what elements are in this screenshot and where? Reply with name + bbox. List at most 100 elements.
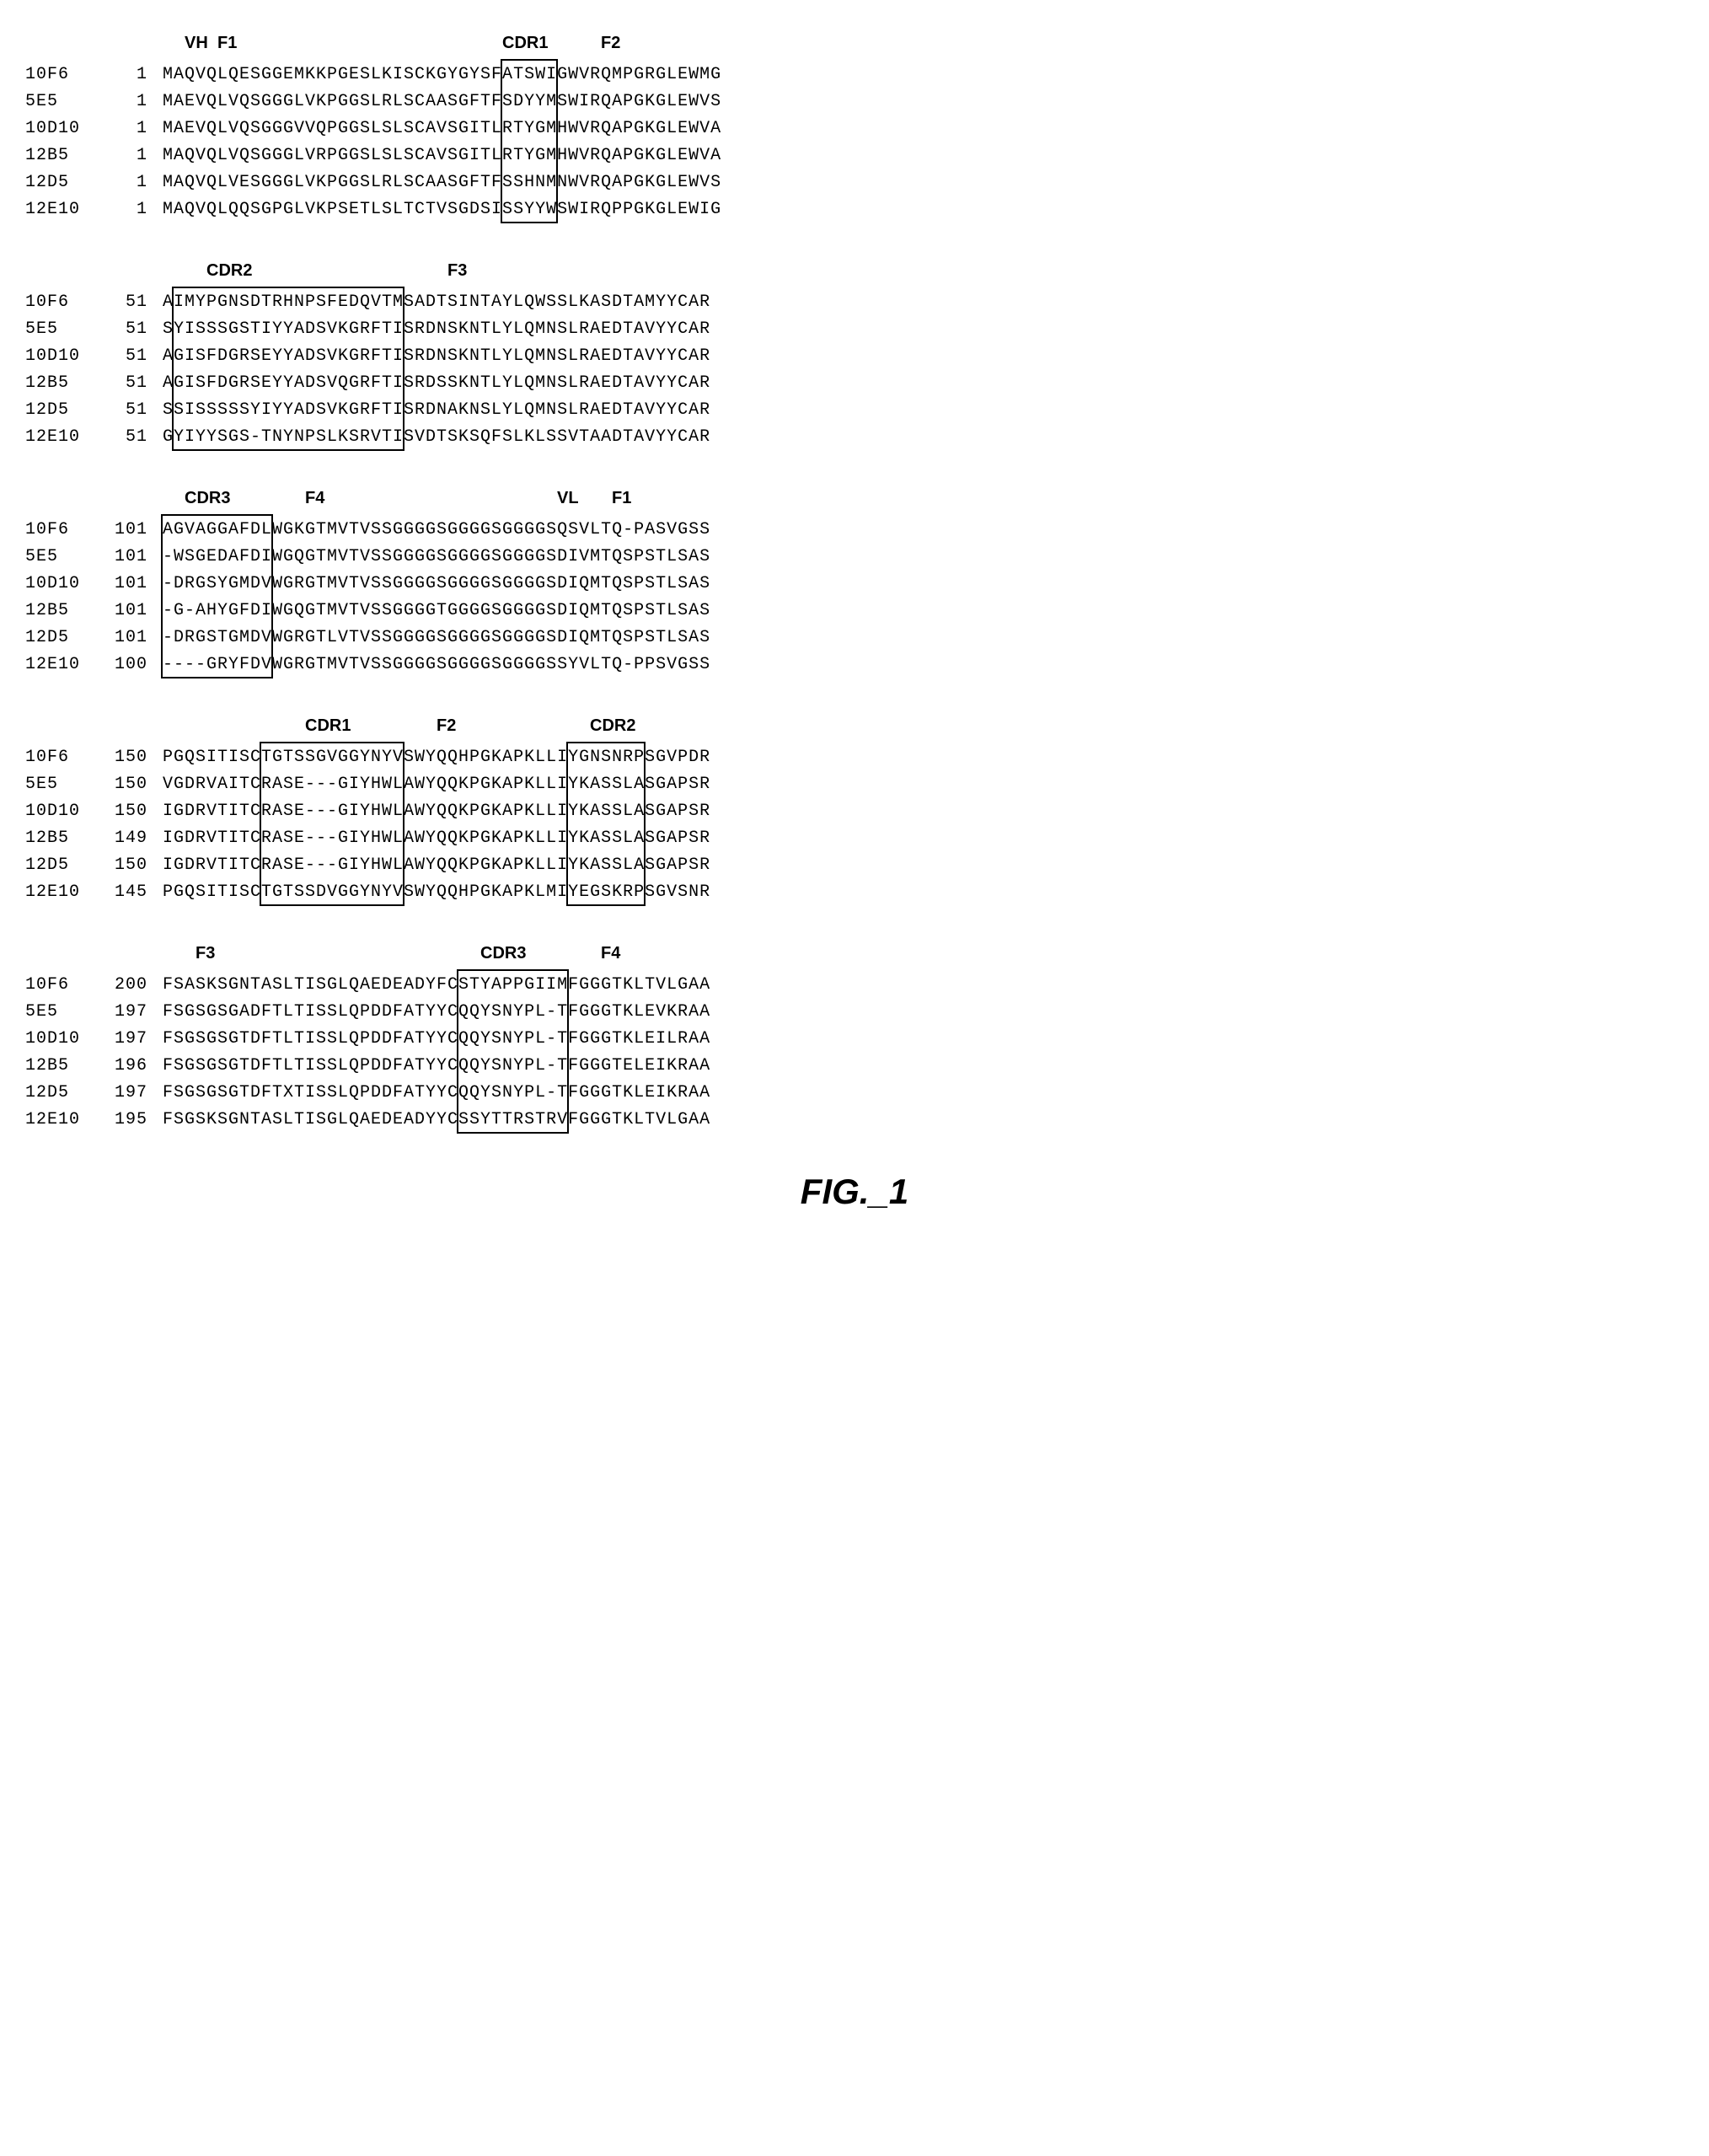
sequence-name: 10D10 [25,798,101,825]
sequence-name: 5E5 [25,999,101,1026]
sequence-position: 1 [101,169,147,196]
sequence-name: 10F6 [25,972,101,999]
sequence-position: 150 [101,798,147,825]
sequence-residues: AGISFDGRSEYYADSVKGRFTISRDNSKNTLYLQMNSLRA… [163,343,710,370]
sequence-row: 5E551SYISSSGSTIYYADSVKGRFTISRDNSKNTLYLQM… [25,316,1684,343]
sequence-position: 1 [101,142,147,169]
sequence-name: 10F6 [25,744,101,771]
sequence-position: 150 [101,744,147,771]
sequence-residues: -DRGSYGMDVWGRGTMVTVSSGGGGSGGGGSGGGGSDIQM… [163,571,710,598]
sequence-residues: FSGSGSGADFTLTISSLQPDDFATYYCQQYSNYPL-TFGG… [163,999,710,1026]
region-label: F2 [437,716,456,736]
alignment-block: CDR3F4VLF110F6101AGVAGGAFDLWGKGTMVTVSSGG… [25,489,1684,678]
sequence-position: 101 [101,625,147,652]
sequence-position: 1 [101,196,147,223]
sequence-position: 51 [101,424,147,451]
sequence-residues: FSGSGSGTDFTLTISSLQPDDFATYYCQQYSNYPL-TFGG… [163,1026,710,1053]
region-header-row: CDR1 F2 CDR2 [25,716,1684,740]
sequence-residues: AGVAGGAFDLWGKGTMVTVSSGGGGSGGGGSGGGGSQSVL… [163,517,710,544]
sequence-row: 12B51 MAQVQLVQSGGGLVRPGGSLSLSCAVSGITLRTYG… [25,142,1684,169]
sequence-position: 149 [101,825,147,852]
region-header-row: F3CDR3F4 [25,944,1684,968]
sequence-residues: IGDRVTITCRASE---GIYHWLAWYQQKPGKAPKLLIYKA… [163,798,710,825]
sequence-row: 10D10101-DRGSYGMDVWGRGTMVTVSSGGGGSGGGGSG… [25,571,1684,598]
region-label: CDR2 [590,716,635,736]
sequence-position: 51 [101,289,147,316]
sequence-name: 12B5 [25,825,101,852]
sequence-row: 10F6150 PGQSITISCTGTSSGVGGYNYVSWYQQHPGKAP… [25,744,1684,771]
sequence-name: 10D10 [25,343,101,370]
region-label: CDR1 [502,34,548,53]
alignment-block: F3CDR3F4 10F6200FSASKSGNTASLTISGLQAEDEADY… [25,944,1684,1134]
sequence-name: 10F6 [25,289,101,316]
sequence-position: 150 [101,771,147,798]
sequence-row: 12D5150 IGDRVTITCRASE---GIYHWLAWYQQKPGKAP… [25,852,1684,879]
sequence-row: 12B5196FSGSGSGTDFTLTISSLQPDDFATYYCQQYSNY… [25,1053,1684,1080]
sequence-name: 12D5 [25,852,101,879]
region-label: F1 [217,34,237,53]
sequence-position: 197 [101,999,147,1026]
region-header-row: CDR2F3 [25,261,1684,285]
sequence-residues: MAQVQLQESGGEMKKPGESLKISCKGYGYSFATSWIGWVR… [163,62,721,88]
sequence-row: 10D1051 AGISFDGRSEYYADSVKGRFTISRDNSKNTLYL… [25,343,1684,370]
sequence-row: 12E1051GYIYYSGS-TNYNPSLKSRVTISVDTSKSQFSL… [25,424,1684,451]
sequence-residues: SYISSSGSTIYYADSVKGRFTISRDNSKNTLYLQMNSLRA… [163,316,710,343]
alignment-block: CDR1F2CDR210F6150PGQSITISCTGTSSGVGGYNYVS… [25,716,1684,906]
sequence-name: 12E10 [25,1107,101,1134]
sequence-residues: MAQVQLVESGGGLVKPGGSLRLSCAASGFTFSSHNMNWVR… [163,169,721,196]
sequence-row: 12B5149 IGDRVTITCRASE---GIYHWLAWYQQKPGKAP… [25,825,1684,852]
sequence-name: 12B5 [25,598,101,625]
sequence-residues: PGQSITISCTGTSSDVGGYNYVSWYQQHPGKAPKLMIYEG… [163,879,710,906]
sequence-row: 12E10195FSGSKSGNTASLTISGLQAEDEADYYCSSYTT… [25,1107,1684,1134]
sequence-row: 12E101MAQVQLQQSGPGLVKPSETLSLTCTVSGDSISSY… [25,196,1684,223]
sequence-position: 1 [101,115,147,142]
sequence-name: 5E5 [25,316,101,343]
sequence-row: 10D101MAEVQLVQSGGGVVQPGGSLSLSCAVSGITLRTY… [25,115,1684,142]
sequence-row: 12D5101-DRGSTGMDVWGRGTLVTVSSGGGGSGGGGSGG… [25,625,1684,652]
sequence-name: 12D5 [25,397,101,424]
sequence-position: 197 [101,1026,147,1053]
region-label: F4 [601,944,620,963]
sequence-row: 5E5101-WSGEDAFDIWGQGTMVTVSSGGGGSGGGGSGGG… [25,544,1684,571]
sequence-residues: MAEVQLVQSGGGLVKPGGSLRLSCAASGFTFSDYYMSWIR… [163,88,721,115]
region-label: F4 [305,489,324,508]
sequence-name: 12E10 [25,652,101,678]
figure-caption: FIG._1 [25,1172,1684,1212]
region-label: F2 [601,34,620,53]
sequence-residues: PGQSITISCTGTSSGVGGYNYVSWYQQHPGKAPKLLIYGN… [163,744,710,771]
sequence-position: 51 [101,343,147,370]
sequence-row: 10F651 AIMYPGNSDTRHNPSFEDQVTMSADTSINTAYLQ… [25,289,1684,316]
sequence-position: 150 [101,852,147,879]
sequence-name: 12D5 [25,1080,101,1107]
sequence-residues: FSGSGSGTDFTLTISSLQPDDFATYYCQQYSNYPL-TFGG… [163,1053,710,1080]
alignment-block: CDR2F310F651AIMYPGNSDTRHNPSFEDQVTMSADTSI… [25,261,1684,451]
region-header-row: VHF1CDR1F2 [25,34,1684,57]
sequence-row: 12D5197FSGSGSGTDFTXTISSLQPDDFATYYCQQYSNY… [25,1080,1684,1107]
sequence-position: 101 [101,598,147,625]
sequence-row: 12E10100----GRYFDVWGRGTMVTVSSGGGGSGGGGSG… [25,652,1684,678]
sequence-residues: SSISSSSSYIYYADSVKGRFTISRDNAKNSLYLQMNSLRA… [163,397,710,424]
sequence-position: 196 [101,1053,147,1080]
sequence-position: 51 [101,397,147,424]
sequence-position: 145 [101,879,147,906]
sequence-row: 12E10145PGQSITISCTGTSSDVGGYNYVSWYQQHPGKA… [25,879,1684,906]
sequence-rows-wrap: 10F651AIMYPGNSDTRHNPSFEDQVTMSADTSINTAYLQ… [25,289,1684,451]
sequence-residues: IGDRVTITCRASE---GIYHWLAWYQQKPGKAPKLLIYKA… [163,852,710,879]
sequence-residues: MAQVQLVQSGGGLVRPGGSLSLSCAVSGITLRTYGMHWVR… [163,142,721,169]
sequence-position: 1 [101,62,147,88]
sequence-row: 12D551 SSISSSSSYIYYADSVKGRFTISRDNAKNSLYLQ… [25,397,1684,424]
sequence-alignment-figure: VHF1CDR1F210F61MAQVQLQESGGEMKKPGESLKISCK… [25,34,1684,1134]
sequence-row: 10F6200FSASKSGNTASLTISGLQAEDEADYFCSTYAPP… [25,972,1684,999]
sequence-residues: IGDRVTITCRASE---GIYHWLAWYQQKPGKAPKLLIYKA… [163,825,710,852]
sequence-name: 5E5 [25,88,101,115]
region-label: CDR1 [305,716,351,736]
sequence-row: 5E5197 FSGSGSGADFTLTISSLQPDDFATYYCQQYSNYP… [25,999,1684,1026]
region-label: CDR2 [206,261,252,281]
sequence-rows-wrap: 10F6200FSASKSGNTASLTISGLQAEDEADYFCSTYAPP… [25,972,1684,1134]
sequence-row: 10F6101AGVAGGAFDLWGKGTMVTVSSGGGGSGGGGSGG… [25,517,1684,544]
sequence-residues: AIMYPGNSDTRHNPSFEDQVTMSADTSINTAYLQWSSLKA… [163,289,710,316]
sequence-position: 51 [101,370,147,397]
sequence-name: 12B5 [25,142,101,169]
sequence-rows-wrap: 10F6101AGVAGGAFDLWGKGTMVTVSSGGGGSGGGGSGG… [25,517,1684,678]
sequence-position: 101 [101,571,147,598]
